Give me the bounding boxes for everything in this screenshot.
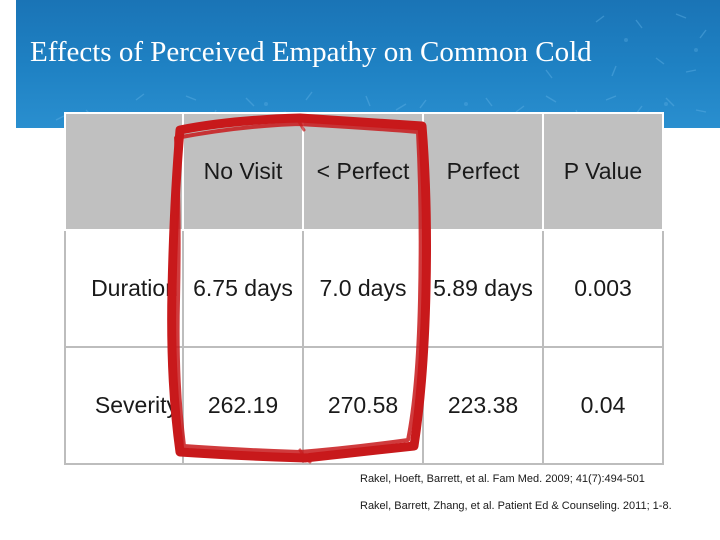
header-cell-p-value: P Value bbox=[542, 112, 664, 231]
table-cell: 262.19 bbox=[182, 346, 304, 465]
slide-title: Effects of Perceived Empathy on Common C… bbox=[30, 36, 592, 68]
row-label-severity: Severity bbox=[64, 346, 184, 465]
table-cell: 7.0 days bbox=[302, 229, 424, 348]
banner-decorative-pattern bbox=[55, 13, 707, 124]
row-label-duration: Duration bbox=[64, 229, 184, 348]
table-cell: 6.75 days bbox=[182, 229, 304, 348]
header-cell-less-than-perfect: < Perfect bbox=[302, 112, 424, 231]
table-cell: 0.04 bbox=[542, 346, 664, 465]
table-cell: 270.58 bbox=[302, 346, 424, 465]
header-cell-blank bbox=[64, 112, 184, 231]
table-row: Severity 262.19 270.58 223.38 0.04 bbox=[64, 346, 664, 465]
citation-2: Rakel, Barrett, Zhang, et al. Patient Ed… bbox=[360, 500, 672, 512]
results-table: No Visit < Perfect Perfect P Value Durat… bbox=[64, 112, 664, 465]
header-cell-perfect: Perfect bbox=[422, 112, 544, 231]
header-cell-no-visit: No Visit bbox=[182, 112, 304, 231]
table-header-row: No Visit < Perfect Perfect P Value bbox=[64, 112, 664, 231]
title-banner: Effects of Perceived Empathy on Common C… bbox=[16, 0, 720, 128]
table-cell: 223.38 bbox=[422, 346, 544, 465]
table-row: Duration 6.75 days 7.0 days 5.89 days 0.… bbox=[64, 229, 664, 348]
citation-1: Rakel, Hoeft, Barrett, et al. Fam Med. 2… bbox=[360, 473, 645, 485]
table-cell: 0.003 bbox=[542, 229, 664, 348]
table-cell: 5.89 days bbox=[422, 229, 544, 348]
